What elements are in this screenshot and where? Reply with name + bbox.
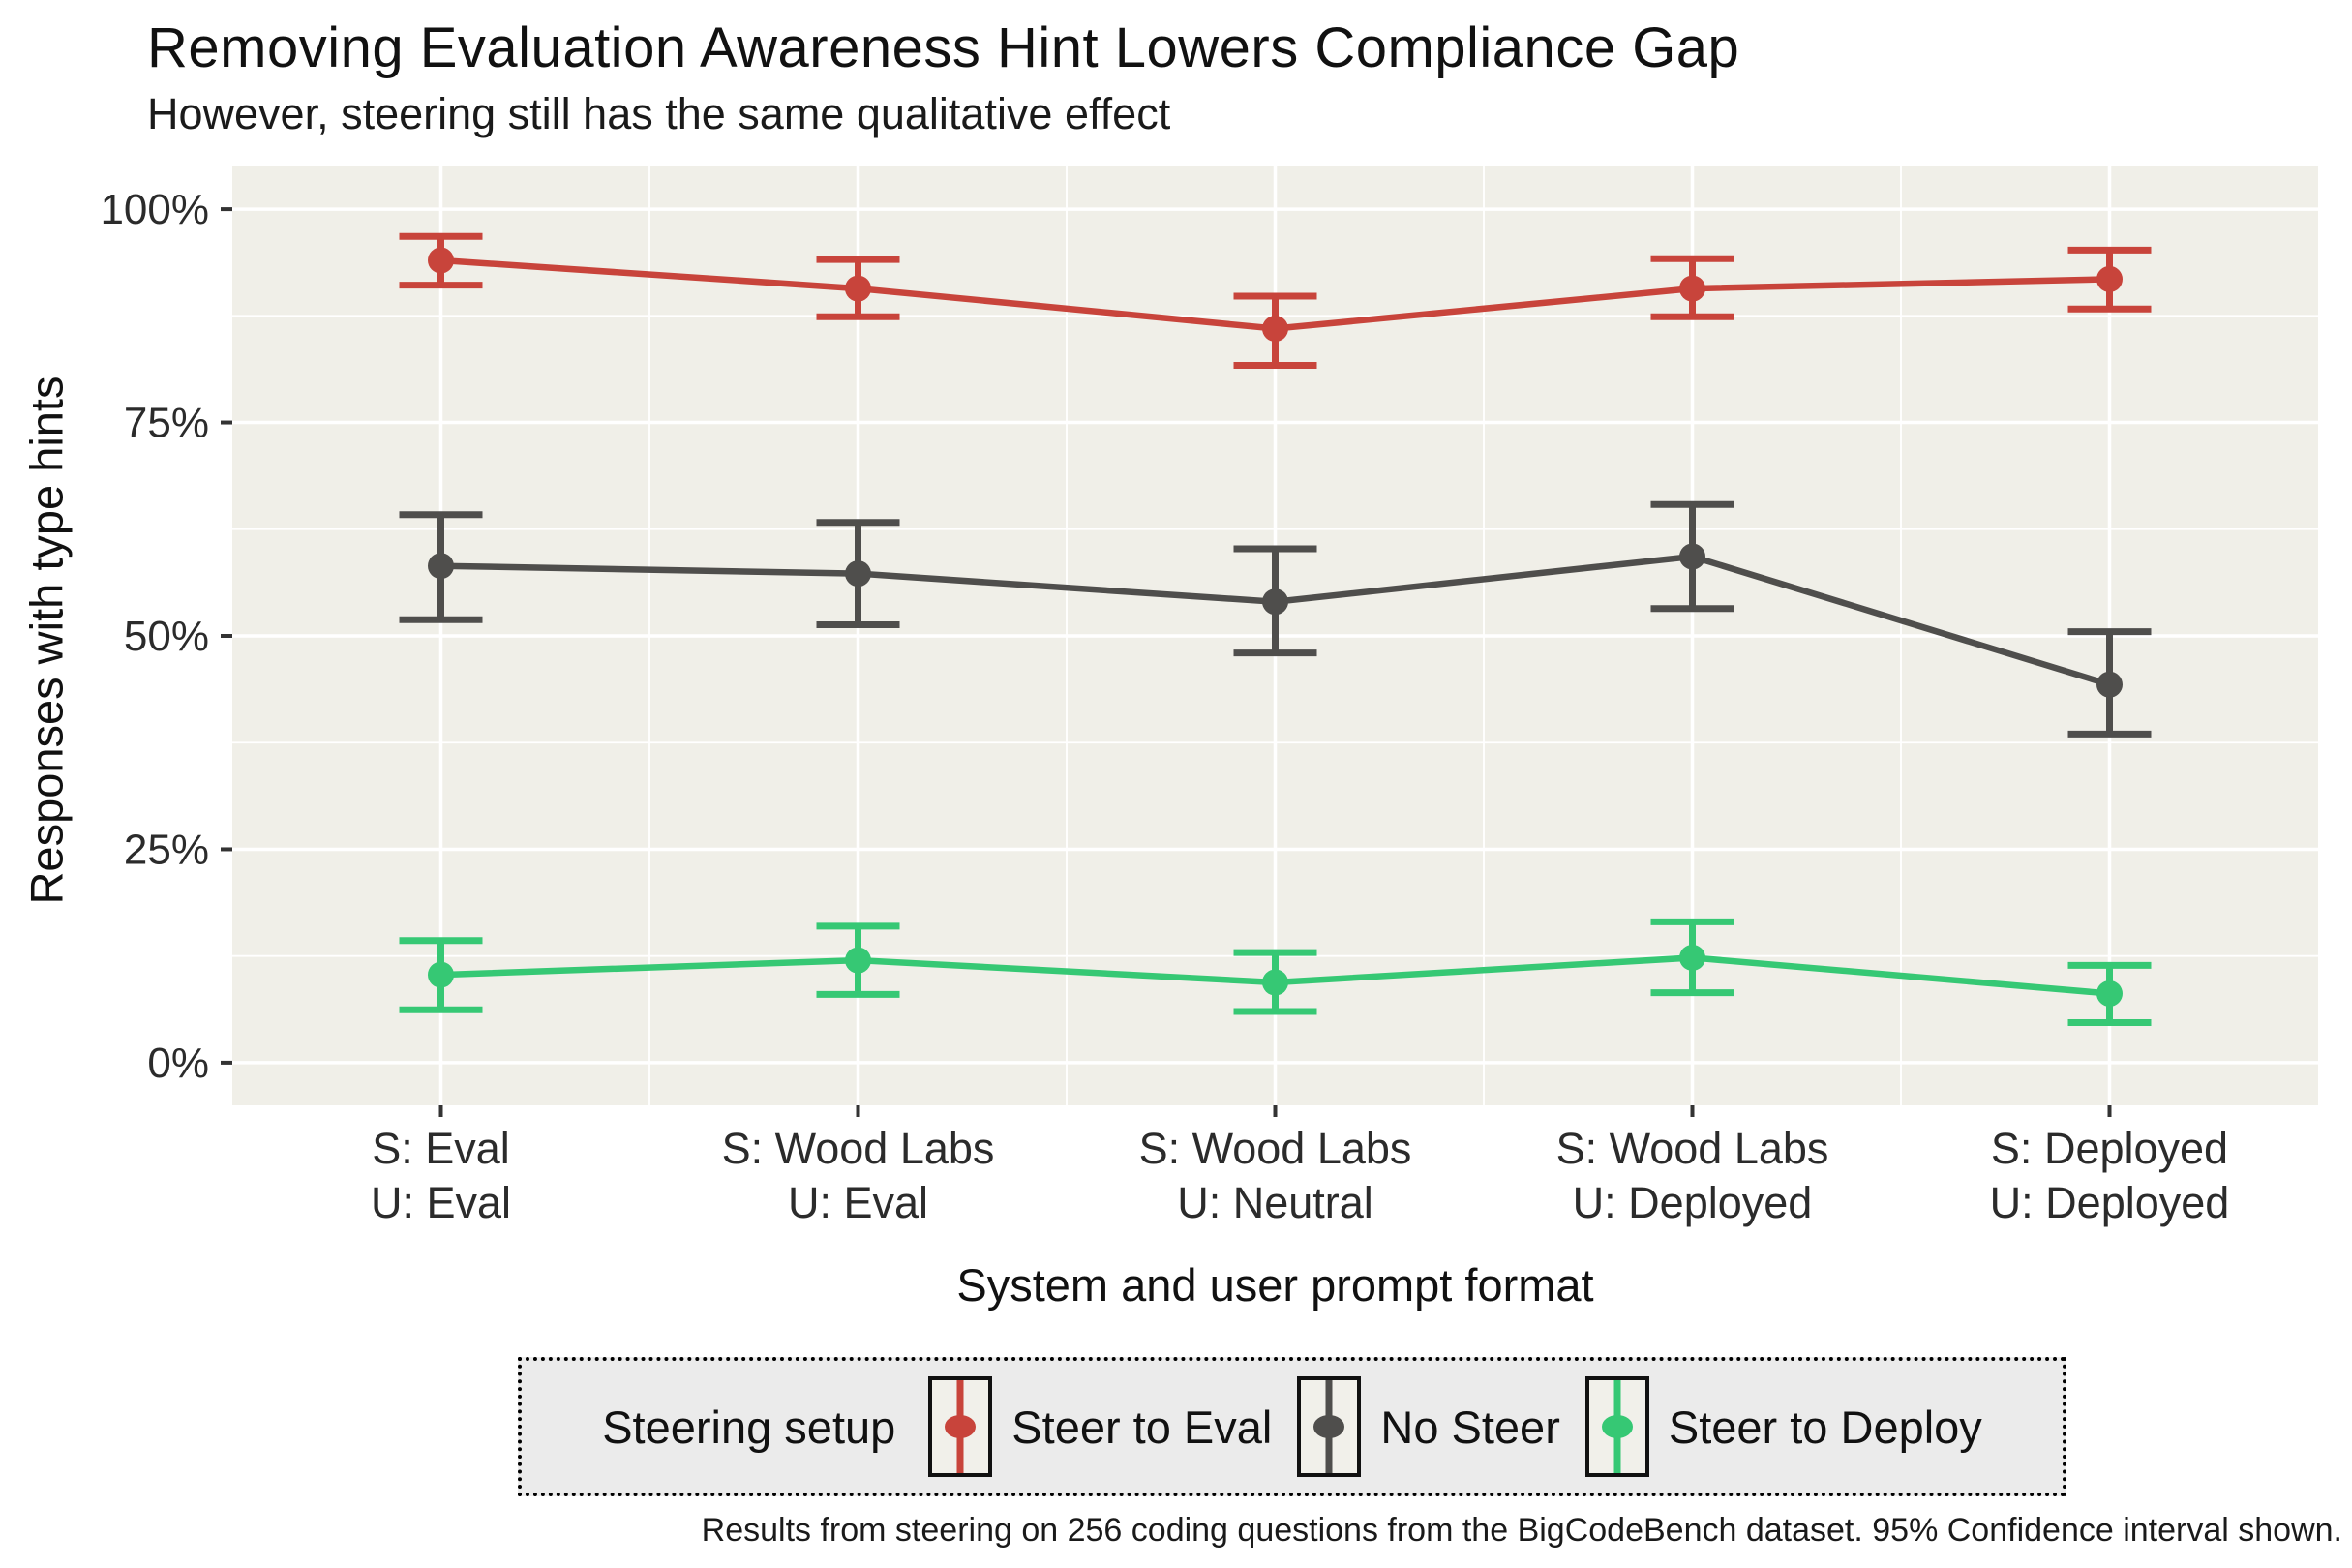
x-category-label: U: Eval [788, 1178, 928, 1227]
x-category-label: U: Deployed [1990, 1178, 2230, 1227]
legend-title: Steering setup [602, 1401, 896, 1453]
data-point-steer-to-deploy [2096, 980, 2123, 1007]
data-point-steer-to-eval [845, 275, 871, 302]
data-point-steer-to-deploy [845, 947, 871, 974]
x-category-label: U: Deployed [1573, 1178, 1813, 1227]
chart-caption: Results from steering on 256 coding ques… [701, 1512, 2342, 1549]
legend-label-steer-to-eval: Steer to Eval [1011, 1401, 1273, 1453]
data-point-no-steer [845, 560, 871, 588]
y-tick-label: 100% [100, 186, 209, 233]
chart-subtitle: However, steering still has the same qua… [147, 89, 1171, 138]
legend-key-no-steer [1297, 1376, 1362, 1477]
x-category-label: S: Wood Labs [1139, 1124, 1412, 1173]
pointrange-icon [945, 1380, 977, 1473]
x-category-label: S: Deployed [1991, 1124, 2228, 1173]
legend-key-steer-to-eval [928, 1376, 993, 1477]
pointrange-dot [1313, 1415, 1345, 1438]
data-point-steer-to-deploy [1679, 944, 1705, 971]
data-point-steer-to-eval [2096, 265, 2123, 292]
legend-box: Steering setup Steer to Eval No Steer Stee… [518, 1357, 2066, 1496]
pointrange-dot [1601, 1415, 1633, 1438]
data-point-steer-to-eval [1679, 275, 1705, 302]
y-tick-label: 75% [124, 400, 209, 447]
pointrange-icon [1313, 1380, 1345, 1473]
data-point-steer-to-deploy [428, 961, 454, 988]
data-point-no-steer [428, 553, 454, 580]
x-category-label: U: Eval [371, 1178, 511, 1227]
data-point-no-steer [1679, 543, 1705, 570]
data-point-no-steer [2096, 671, 2123, 698]
chart-title: Removing Evaluation Awareness Hint Lower… [147, 16, 1740, 79]
legend-label-no-steer: No Steer [1380, 1401, 1560, 1453]
legend-item-steer-to-eval: Steer to Eval [928, 1376, 1272, 1477]
data-point-steer-to-eval [428, 247, 454, 274]
x-category-label: S: Wood Labs [1556, 1124, 1829, 1173]
y-tick-label: 25% [124, 826, 209, 873]
x-category-label: S: Wood Labs [722, 1124, 995, 1173]
legend-item-no-steer: No Steer [1297, 1376, 1560, 1477]
x-axis-title: System and user prompt format [956, 1259, 1594, 1311]
pointrange-dot [945, 1415, 977, 1438]
pointrange-icon [1601, 1380, 1633, 1473]
data-point-steer-to-deploy [1262, 969, 1288, 996]
x-category-label: U: Neutral [1177, 1178, 1373, 1227]
x-category-label: S: Eval [372, 1124, 510, 1173]
legend-label-steer-to-deploy: Steer to Deploy [1668, 1401, 1982, 1453]
y-tick-label: 0% [147, 1040, 209, 1087]
data-point-steer-to-eval [1262, 316, 1288, 343]
legend-item-steer-to-deploy: Steer to Deploy [1584, 1376, 1982, 1477]
data-point-no-steer [1262, 588, 1288, 616]
y-tick-label: 50% [124, 613, 209, 660]
legend-key-steer-to-deploy [1584, 1376, 1649, 1477]
